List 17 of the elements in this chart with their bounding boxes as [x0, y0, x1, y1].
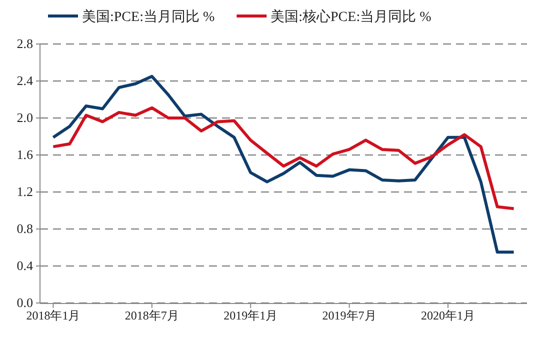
x-tick-label: 2020年1月 — [420, 308, 475, 323]
x-tick-label: 2018年1月 — [26, 308, 80, 323]
y-tick-label: 0.4 — [16, 258, 34, 274]
legend-label: 美国:PCE:当月同比 % — [82, 9, 215, 25]
y-tick-label: 0.8 — [16, 221, 33, 236]
x-tick-label: 2019年1月 — [224, 308, 278, 323]
y-tick-label: 2.0 — [16, 110, 33, 126]
legend-label: 美国:核心PCE:当月同比 % — [270, 9, 432, 25]
y-tick-label: 2.4 — [16, 73, 34, 88]
y-tick-label: 1.2 — [16, 184, 33, 200]
y-tick-label: 0.0 — [16, 295, 33, 310]
line-series — [52, 106, 516, 210]
y-tick-label: 2.8 — [16, 36, 33, 52]
x-tick-label: 2019年7月 — [322, 308, 376, 323]
line-series — [52, 74, 516, 254]
x-tick-label: 2018年7月 — [124, 308, 179, 323]
y-tick-label: 1.6 — [16, 147, 34, 162]
